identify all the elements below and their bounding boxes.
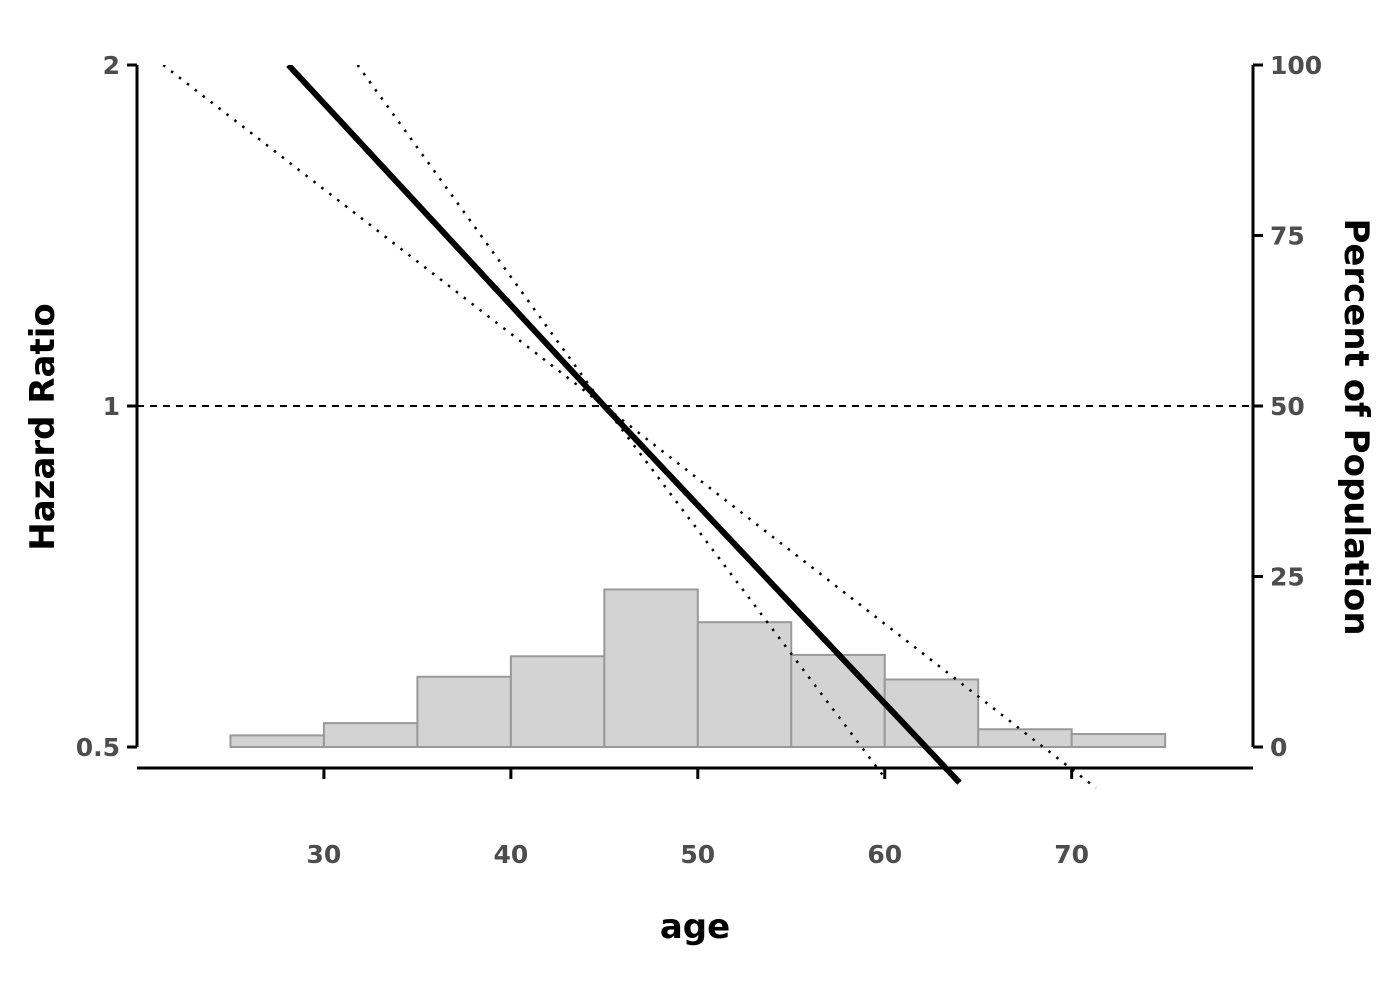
- histogram-bar-6: [696, 621, 793, 748]
- x-tick-label: 70: [1054, 840, 1089, 869]
- x-tick-label: 40: [493, 840, 528, 869]
- y-right-tick-label: 75: [1270, 222, 1305, 251]
- histogram-bar-10: [1070, 733, 1167, 748]
- y-left-tick-label: 1: [103, 392, 120, 421]
- histogram-bar-3: [416, 675, 512, 749]
- histogram-bar-7: [790, 653, 886, 748]
- y-axis-title-left: Hazard Ratio: [23, 303, 63, 550]
- y-right-tick-label: 0: [1270, 733, 1287, 762]
- lower-ci-line: [356, 65, 884, 777]
- y-right-tick-label: 100: [1270, 51, 1322, 80]
- y-axis-title-right: Percent of Population: [1336, 218, 1376, 635]
- y-right-tick-label: 50: [1270, 392, 1305, 421]
- x-axis-title: age: [660, 907, 730, 947]
- histogram-bar-4: [509, 655, 606, 749]
- y-left-tick-label: 2: [103, 51, 120, 80]
- y-right-tick-label: 25: [1270, 563, 1305, 592]
- histogram-bar-8: [883, 678, 980, 748]
- histogram: [229, 588, 1167, 749]
- tick-labels: 0.5 1 2 0 25 50 75 100 30 40 50 60 70: [76, 51, 1322, 869]
- y-left-tick-label: 0.5: [76, 733, 120, 762]
- x-tick-label: 60: [867, 840, 902, 869]
- histogram-bar-9: [977, 728, 1073, 749]
- histogram-bar-2: [322, 722, 419, 749]
- hazard-lines: [162, 65, 1097, 789]
- histogram-bar-1: [229, 734, 325, 749]
- x-tick-label: 30: [307, 840, 342, 869]
- x-tick-label: 50: [680, 840, 715, 869]
- histogram-bar-5: [603, 588, 699, 749]
